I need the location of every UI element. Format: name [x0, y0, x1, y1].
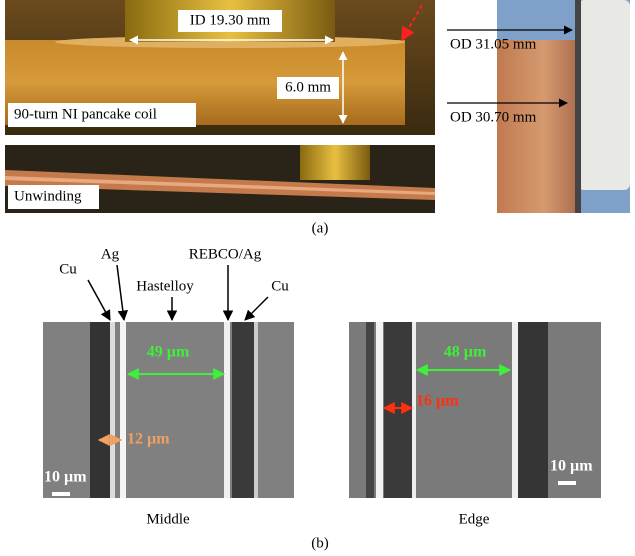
od-bottom-label: OD 30.70 mm — [450, 109, 537, 125]
unwinding-caption: Unwinding — [14, 188, 82, 204]
layer-label: Ag — [101, 246, 120, 262]
layer-label: Hastelloy — [136, 278, 194, 294]
sem-caption: Edge — [459, 511, 490, 527]
id-label: ID 19.30 mm — [190, 12, 271, 28]
panel-label: (b) — [311, 535, 329, 551]
od-photo: OD 31.05 mm OD 30.70 mm — [447, 0, 630, 213]
od-top-label: OD 31.05 mm — [450, 36, 537, 52]
coil-photo: ID 19.30 mm 6.0 mm 90-turn NI pancake co… — [5, 0, 435, 135]
unwinding-photo: Unwinding — [5, 145, 435, 213]
sem-edge: 48 µm 16 µm 10 µm — [349, 322, 601, 498]
width-label: 49 µm — [147, 344, 190, 361]
layer-label: Cu — [59, 261, 77, 277]
height-label: 6.0 mm — [285, 79, 331, 95]
sem-middle: 49 µm 12 µm 10 µm — [43, 322, 294, 498]
coil-caption: 90-turn NI pancake coil — [14, 106, 157, 122]
sem-caption: Middle — [146, 511, 190, 527]
layer-labels: Cu Ag Hastelloy REBCO/Ag Cu — [59, 246, 289, 320]
width-label: 12 µm — [127, 431, 170, 448]
layer-label: Cu — [271, 278, 289, 294]
width-label: 48 µm — [444, 344, 487, 361]
layer-label: REBCO/Ag — [189, 246, 262, 262]
scale-label: 10 µm — [44, 469, 87, 486]
panel-label: (a) — [312, 220, 329, 236]
scale-label: 10 µm — [550, 458, 593, 475]
width-label: 16 µm — [416, 393, 459, 410]
figure: ID 19.30 mm 6.0 mm 90-turn NI pancake co… — [0, 0, 635, 556]
